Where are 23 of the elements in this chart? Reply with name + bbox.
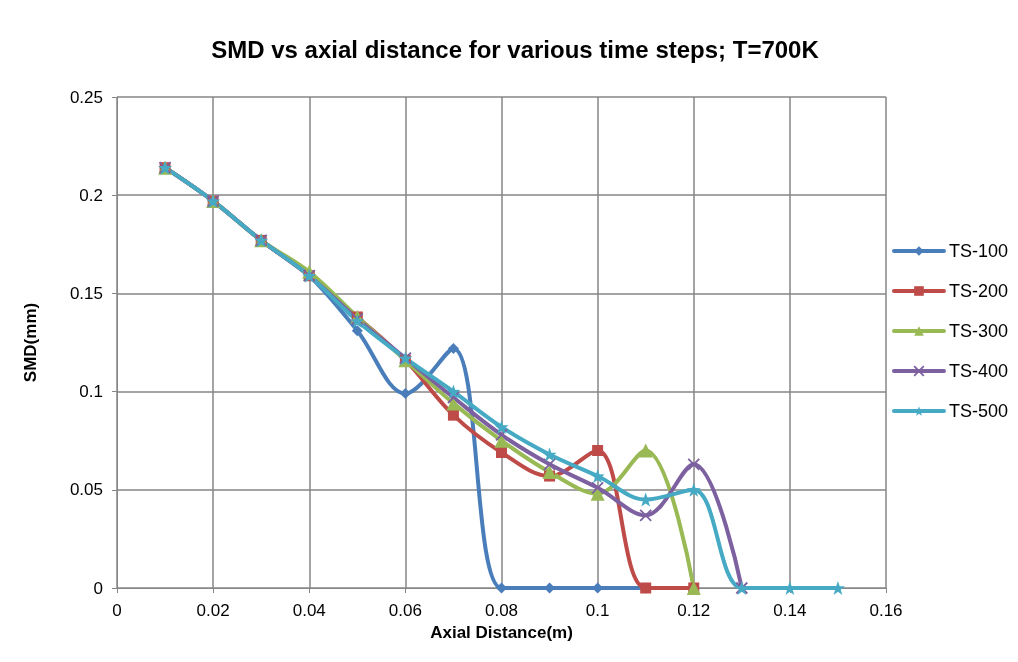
x-tick-label: 0.08 [484,601,519,620]
x-tick-label: 0.14 [773,601,807,620]
legend-label: TS-100 [948,241,1008,261]
y-axis-title: SMD(mm) [21,302,40,383]
legend-label: TS-400 [948,361,1008,381]
x-tick-label: 0.04 [292,601,326,620]
y-tick-label: 0.05 [69,480,103,500]
x-tick-label: 0.02 [196,601,230,620]
x-tick-label: 0.16 [869,601,903,620]
x-tick-label: 0.06 [388,601,422,620]
chart-title: SMD vs axial distance for various time steps; T=700K [211,35,820,63]
legend-label: TS-500 [948,401,1008,421]
legend-label: TS-200 [948,281,1008,301]
y-tick-label: 0.15 [69,283,103,303]
x-tick-label: 0 [112,601,122,620]
y-tick-label: 0 [93,578,103,598]
y-tick-label: 0.1 [79,382,103,402]
legend-label: TS-300 [948,321,1008,341]
y-tick-label: 0.25 [69,87,103,107]
y-tick-label: 0.2 [79,185,103,205]
x-tick-label: 0.12 [677,601,711,620]
x-axis-title: Axial Distance(m) [430,622,573,642]
x-tick-label: 0.1 [585,601,610,620]
